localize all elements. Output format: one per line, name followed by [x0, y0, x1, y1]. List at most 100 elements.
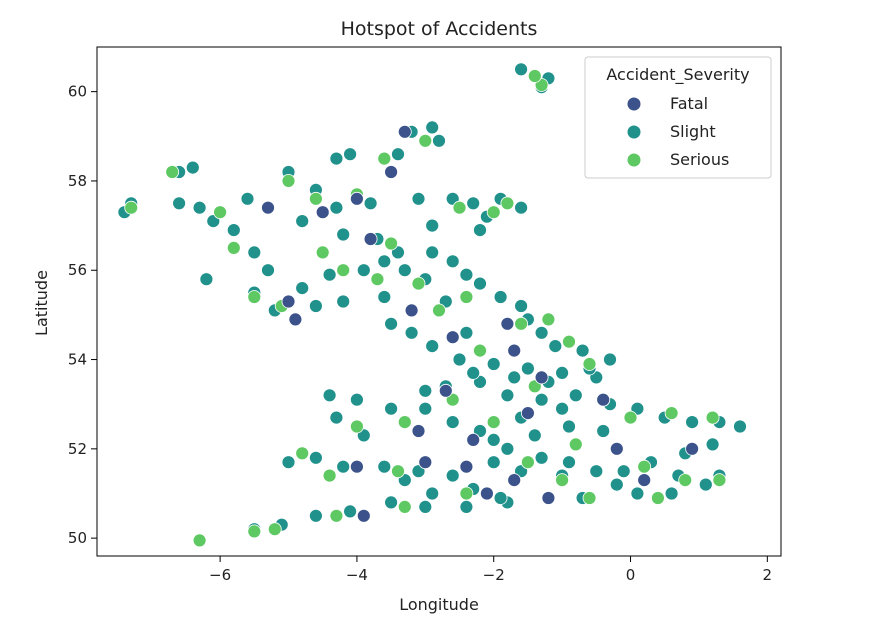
data-point-serious: [712, 473, 727, 488]
y-tick-label: 50: [68, 529, 87, 547]
data-point-slight: [199, 272, 214, 287]
data-point-fatal: [637, 473, 652, 488]
data-point-slight: [459, 499, 474, 514]
data-point-serious: [247, 290, 262, 304]
data-point-serious: [418, 133, 433, 148]
legend-marker-slight: [627, 125, 641, 139]
data-point-slight: [459, 267, 474, 282]
data-point-serious: [541, 312, 556, 327]
chart-title: Hotspot of Accidents: [341, 18, 538, 40]
y-tick-label: 60: [68, 83, 87, 101]
data-point-slight: [705, 437, 720, 452]
data-point-slight: [240, 191, 255, 206]
data-point-slight: [555, 401, 569, 416]
data-point-slight: [534, 450, 549, 465]
data-point-serious: [377, 151, 392, 166]
data-point-slight: [329, 410, 344, 425]
data-point-slight: [562, 455, 576, 470]
x-axis-title: Longitude: [399, 595, 479, 614]
data-point-serious: [637, 459, 652, 474]
data-point-slight: [486, 455, 501, 470]
data-point-slight: [534, 392, 549, 407]
data-point-slight: [343, 147, 358, 162]
data-point-fatal: [459, 459, 474, 474]
data-point-fatal: [349, 459, 364, 474]
data-point-serious: [192, 533, 207, 548]
data-point-slight: [336, 459, 351, 474]
data-point-serious: [651, 491, 665, 505]
data-point-slight: [514, 62, 528, 77]
legend-label-slight: Slight: [670, 122, 716, 141]
data-point-slight: [452, 352, 467, 367]
data-point-slight: [733, 419, 747, 434]
data-point-slight: [425, 486, 440, 501]
data-point-slight: [514, 299, 528, 313]
data-point-slight: [425, 245, 440, 260]
y-tick-label: 52: [68, 440, 87, 458]
data-point-slight: [603, 352, 617, 367]
data-point-slight: [247, 245, 262, 260]
data-point-serious: [486, 205, 501, 220]
x-tick-label: 0: [626, 566, 636, 584]
data-point-slight: [445, 254, 460, 269]
data-point-slight: [384, 316, 399, 331]
data-point-serious: [486, 415, 501, 430]
data-point-serious: [281, 173, 296, 188]
data-point-slight: [521, 361, 535, 376]
data-point-serious: [308, 191, 323, 206]
data-point-slight: [445, 468, 460, 483]
data-point-slight: [459, 325, 474, 340]
data-point-slight: [356, 263, 371, 278]
data-point-slight: [349, 392, 364, 407]
data-point-fatal: [609, 441, 624, 456]
data-point-serious: [315, 245, 330, 260]
data-point-slight: [418, 401, 433, 416]
x-tick-label: −2: [483, 566, 505, 584]
data-point-slight: [336, 294, 351, 309]
legend-marker-serious: [627, 153, 641, 167]
legend-marker-fatal: [627, 97, 641, 111]
data-point-fatal: [534, 370, 549, 385]
data-point-fatal: [438, 383, 453, 398]
data-point-serious: [623, 410, 638, 425]
data-point-slight: [226, 223, 241, 238]
data-point-fatal: [315, 205, 330, 220]
data-point-slight: [384, 495, 399, 510]
data-point-serious: [213, 205, 228, 220]
data-point-serious: [582, 357, 597, 371]
data-point-fatal: [521, 406, 535, 421]
data-point-serious: [555, 473, 569, 488]
data-point-slight: [425, 218, 440, 233]
data-point-fatal: [349, 191, 364, 206]
data-point-fatal: [596, 392, 611, 407]
data-point-fatal: [507, 343, 522, 358]
data-point-slight: [192, 200, 207, 215]
x-tick-label: −6: [209, 566, 231, 584]
legend-label-serious: Serious: [670, 150, 729, 169]
data-point-serious: [322, 468, 337, 483]
data-point-serious: [124, 200, 139, 215]
data-point-fatal: [685, 441, 699, 456]
data-point-slight: [685, 415, 699, 430]
data-point-slight: [363, 196, 378, 211]
data-point-fatal: [418, 455, 433, 470]
data-point-fatal: [363, 232, 378, 246]
data-point-slight: [295, 281, 310, 296]
data-point-fatal: [261, 200, 275, 215]
data-point-slight: [575, 343, 590, 358]
data-point-slight: [377, 290, 392, 304]
data-point-slight: [609, 477, 624, 492]
data-point-slight: [418, 383, 433, 398]
data-point-serious: [678, 473, 693, 488]
legend: Accident_Severity Fatal Slight Serious: [584, 56, 772, 179]
data-point-slight: [377, 459, 392, 474]
data-point-slight: [445, 415, 460, 430]
data-point-slight: [493, 290, 508, 304]
data-point-fatal: [404, 303, 419, 318]
data-point-slight: [507, 370, 522, 385]
data-point-slight: [664, 486, 679, 501]
data-point-fatal: [500, 316, 515, 331]
data-point-serious: [452, 200, 467, 215]
